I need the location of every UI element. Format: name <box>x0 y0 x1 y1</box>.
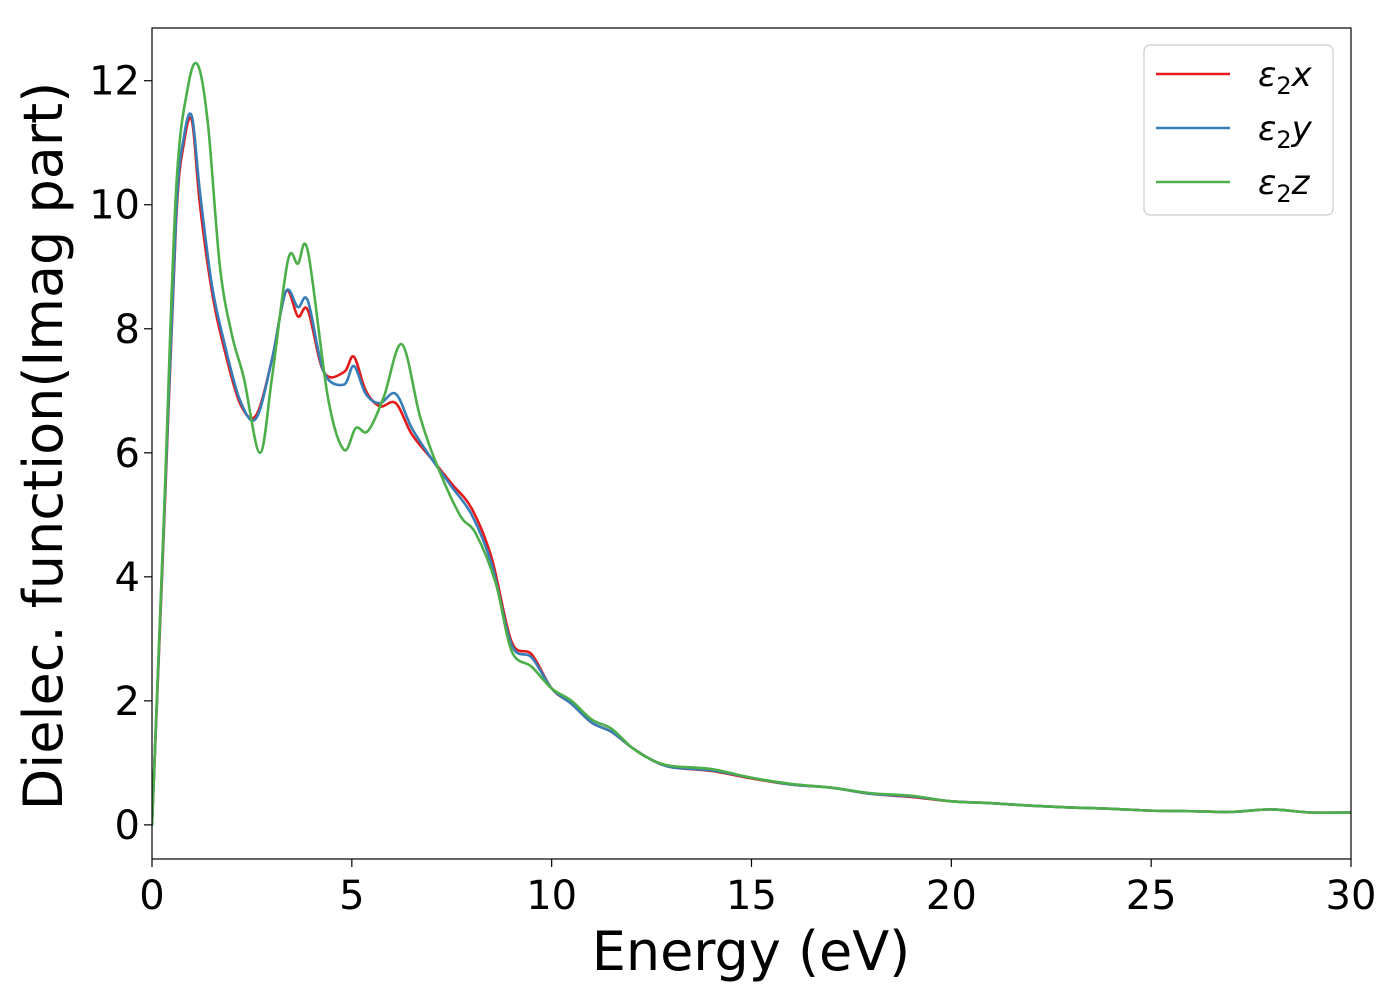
x-tick-label: 25 <box>1126 873 1177 919</box>
x-tick-label: 10 <box>526 873 577 919</box>
x-tick-label: 5 <box>339 873 364 919</box>
y-tick-label: 8 <box>115 307 140 353</box>
series-line-z <box>152 61 1351 827</box>
y-axis: 0 2 4 6 8 10 12 <box>89 59 152 849</box>
y-tick-label: 6 <box>115 431 140 477</box>
y-axis-title: Dielec. function(Imag part) <box>12 82 75 811</box>
x-axis-title: Energy (eV) <box>592 920 911 983</box>
y-tick-label: 0 <box>115 803 140 849</box>
x-tick-label: 20 <box>926 873 977 919</box>
series-layer <box>152 61 1351 827</box>
y-tick-label: 10 <box>89 183 140 229</box>
legend-label-z: ε2z <box>1258 163 1311 208</box>
x-tick-label: 30 <box>1326 873 1377 919</box>
y-tick-label: 2 <box>115 679 140 725</box>
x-tick-label: 15 <box>726 873 777 919</box>
y-tick-label: 12 <box>89 59 140 105</box>
legend-label-y: ε2y <box>1258 109 1313 154</box>
legend-label-x: ε2x <box>1258 55 1313 100</box>
y-tick-label: 4 <box>115 555 140 601</box>
x-tick-label: 0 <box>139 873 164 919</box>
legend: ε2x ε2y ε2z <box>1143 44 1334 216</box>
x-axis: 0 5 10 15 20 25 30 <box>139 859 1376 919</box>
legend-box <box>1143 44 1334 216</box>
